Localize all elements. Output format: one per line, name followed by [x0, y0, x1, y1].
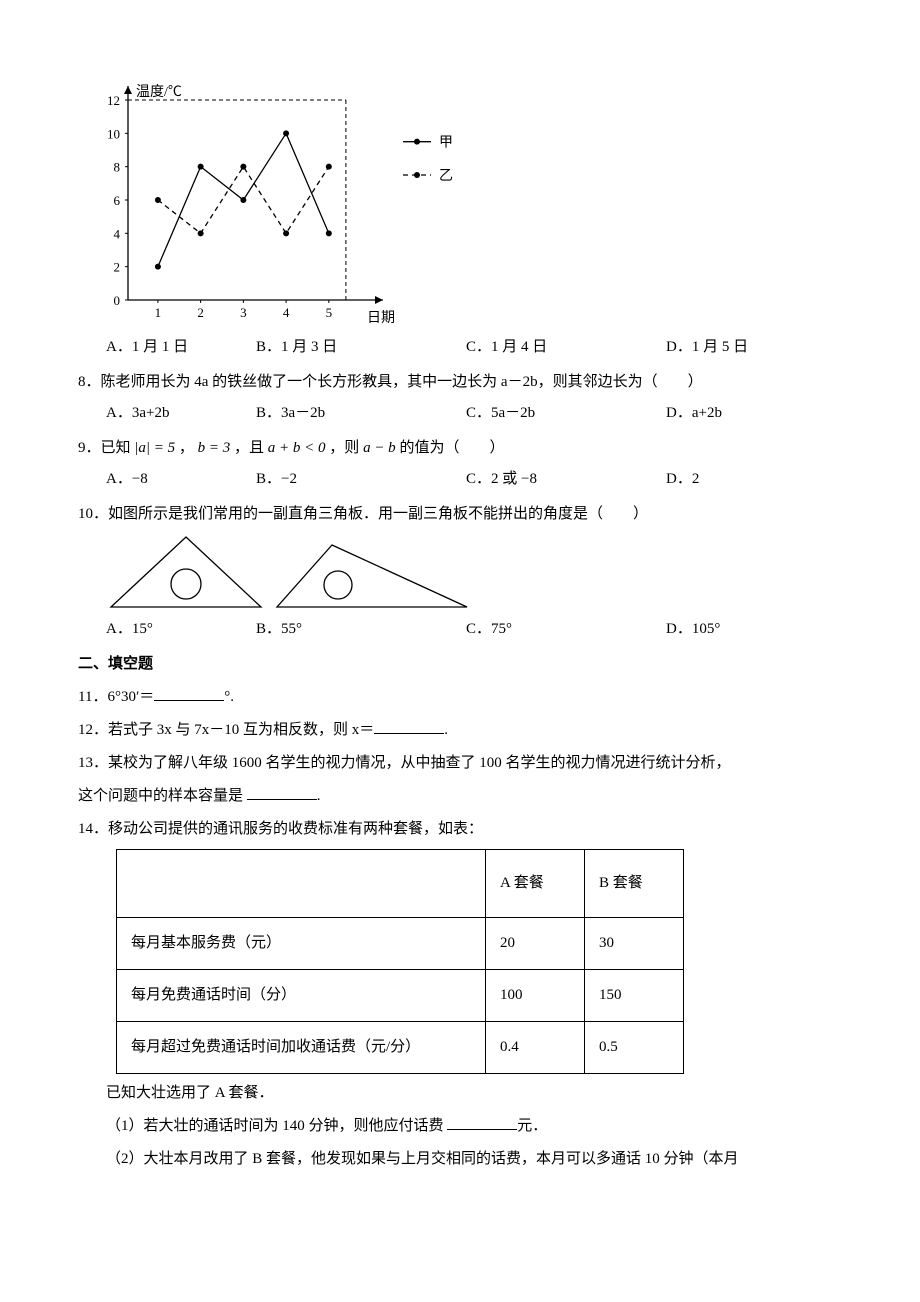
svg-text:10: 10: [107, 126, 120, 141]
q9-option-c: C．2 或 −8: [466, 466, 666, 493]
svg-text:0: 0: [114, 293, 121, 308]
q11-prefix: 11．6°30′＝: [78, 689, 154, 705]
tariff-r0c1: 20: [486, 918, 585, 970]
svg-text:12: 12: [107, 93, 120, 108]
q10-figure: [106, 532, 842, 612]
tariff-r0c2: 30: [585, 918, 684, 970]
tariff-table: A 套餐 B 套餐 每月基本服务费（元） 20 30 每月免费通话时间（分） 1…: [116, 849, 684, 1074]
tariff-r2c1: 0.4: [486, 1022, 585, 1074]
q11-blank: [154, 685, 224, 701]
q10-option-b: B．55°: [256, 616, 466, 643]
q9-mid2: ，且: [234, 440, 264, 456]
q14-known: 已知大壮选用了 A 套餐．: [106, 1080, 842, 1107]
q10-text: 10．如图所示是我们常用的一副直角三角板．用一副三角板不能拼出的角度是（ ）: [78, 501, 842, 528]
q9-text: 9．已知 |a| = 5 ， b = 3 ，且 a + b < 0 ，则 a −…: [78, 435, 842, 462]
tariff-r2c2: 0.5: [585, 1022, 684, 1074]
svg-text:3: 3: [240, 305, 247, 320]
q8-option-d: D．a+2b: [666, 400, 722, 427]
q8-options: A．3a+2b B．3a－2b C．5a－2b D．a+2b: [106, 400, 842, 427]
q10-options: A．15° B．55° C．75° D．105°: [106, 616, 842, 643]
svg-text:4: 4: [114, 226, 121, 241]
svg-text:2: 2: [197, 305, 204, 320]
q10-option-d: D．105°: [666, 616, 720, 643]
q7-option-b: B．1 月 3 日: [256, 334, 466, 361]
svg-text:甲: 甲: [439, 136, 453, 151]
q8-text: 8．陈老师用长为 4a 的铁丝做了一个长方形教具，其中一边长为 a－2b，则其邻…: [78, 369, 842, 396]
tariff-h0: [117, 850, 486, 918]
q12: 12．若式子 3x 与 7x－10 互为相反数，则 x＝.: [78, 717, 842, 744]
q7-options: A．1 月 1 日 B．1 月 3 日 C．1 月 4 日 D．1 月 5 日: [106, 334, 842, 361]
q14-intro: 14．移动公司提供的通讯服务的收费标准有两种套餐，如表：: [78, 816, 842, 843]
q9-mid1: ，: [179, 440, 194, 456]
q13-line1: 13．某校为了解八年级 1600 名学生的视力情况，从中抽查了 100 名学生的…: [78, 750, 842, 777]
q13-blank: [247, 784, 317, 800]
q9-options: A．−8 B．−2 C．2 或 −8 D．2: [106, 466, 842, 493]
q11-suffix: °.: [224, 689, 234, 705]
q9-mid3: ，则: [329, 440, 359, 456]
q8-option-a: A．3a+2b: [106, 400, 256, 427]
svg-text:2: 2: [114, 260, 121, 275]
q9-b: b = 3: [198, 440, 231, 456]
svg-text:温度/℃: 温度/℃: [136, 84, 182, 100]
svg-text:1: 1: [155, 305, 162, 320]
q8-option-c: C．5a－2b: [466, 400, 666, 427]
svg-text:5: 5: [326, 305, 333, 320]
section-2-title: 二、填空题: [78, 651, 842, 678]
q9-expr: a − b: [363, 440, 396, 456]
tariff-r1c1: 100: [486, 970, 585, 1022]
q12-prefix: 12．若式子 3x 与 7x－10 互为相反数，则 x＝: [78, 722, 374, 738]
tariff-r2c0: 每月超过免费通话时间加收通话费（元/分）: [117, 1022, 486, 1074]
q8-option-b: B．3a－2b: [256, 400, 466, 427]
q13-line2-prefix: 这个问题中的样本容量是: [78, 788, 247, 804]
svg-text:4: 4: [283, 305, 290, 320]
q9-option-a: A．−8: [106, 466, 256, 493]
q9-prefix: 9．已知: [78, 440, 131, 456]
tariff-r0c0: 每月基本服务费（元）: [117, 918, 486, 970]
svg-text:乙: 乙: [439, 168, 453, 184]
q9-abs: |a| = 5: [134, 440, 175, 456]
tariff-h1: A 套餐: [486, 850, 585, 918]
q7-option-c: C．1 月 4 日: [466, 334, 666, 361]
tariff-h2: B 套餐: [585, 850, 684, 918]
q9-cond: a + b < 0: [268, 440, 326, 456]
q14-part1: （1）若大壮的通话时间为 140 分钟，则他应付话费 元．: [106, 1113, 842, 1140]
q7-option-a: A．1 月 1 日: [106, 334, 256, 361]
svg-text:6: 6: [114, 193, 121, 208]
svg-text:8: 8: [114, 160, 121, 175]
q14-part1-prefix: （1）若大壮的通话时间为 140 分钟，则他应付话费: [106, 1118, 447, 1134]
q10-option-a: A．15°: [106, 616, 256, 643]
q9-option-d: D．2: [666, 466, 699, 493]
q14-part1-blank: [447, 1114, 517, 1130]
q14-part2: （2）大壮本月改用了 B 套餐，他发现如果与上月交相同的话费，本月可以多通话 1…: [106, 1146, 842, 1173]
q13-line2: 这个问题中的样本容量是 .: [78, 783, 842, 810]
temperature-chart: 02468101212345温度/℃日期甲乙: [78, 80, 458, 330]
chart-figure: 02468101212345温度/℃日期甲乙: [78, 80, 842, 330]
q13-line2-suffix: .: [317, 788, 321, 804]
q12-blank: [374, 718, 444, 734]
tariff-r1c0: 每月免费通话时间（分）: [117, 970, 486, 1022]
triangle-45-icon: [106, 532, 266, 612]
tariff-r1c2: 150: [585, 970, 684, 1022]
q11: 11．6°30′＝ °.: [78, 684, 842, 711]
q9-suffix: 的值为（ ）: [399, 440, 504, 456]
q10-option-c: C．75°: [466, 616, 666, 643]
triangle-30-60-icon: [272, 540, 472, 612]
q14-part1-suffix: 元．: [517, 1118, 547, 1134]
q7-option-d: D．1 月 5 日: [666, 334, 748, 361]
q9-option-b: B．−2: [256, 466, 466, 493]
svg-text:日期: 日期: [367, 310, 395, 326]
q12-suffix: .: [444, 722, 448, 738]
